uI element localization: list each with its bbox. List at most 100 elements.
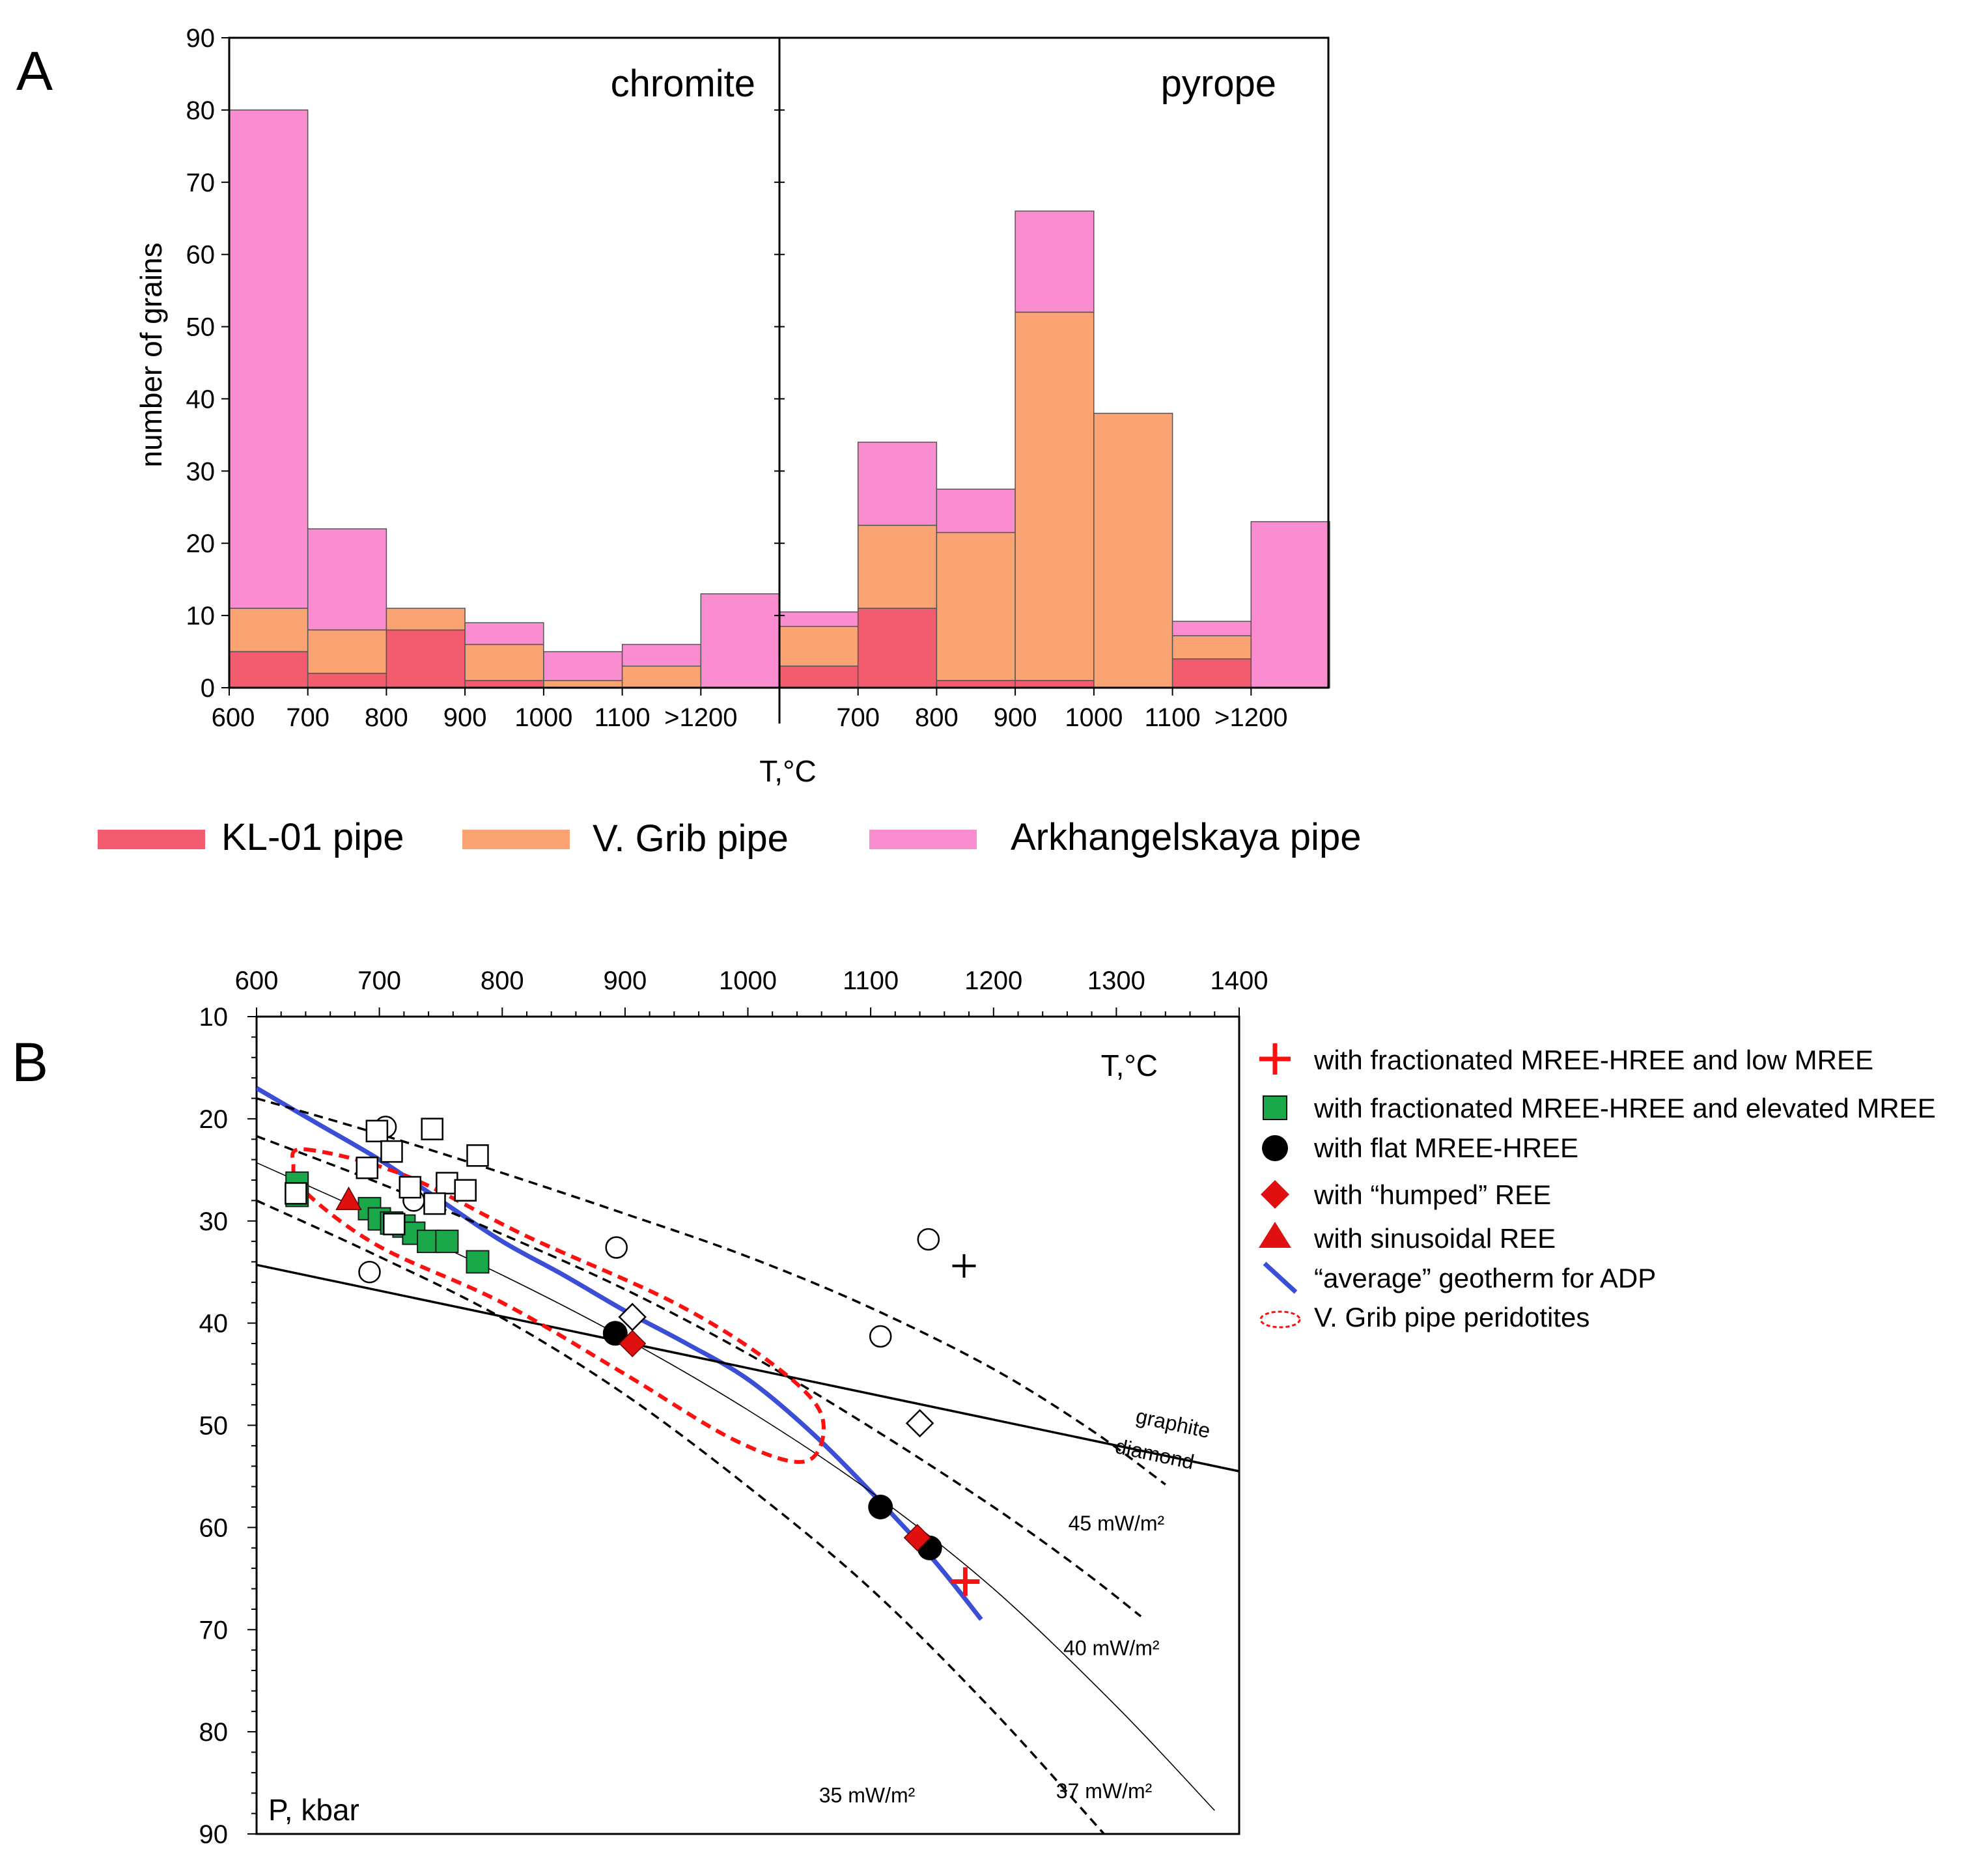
bar-pyrope-1000-s1 <box>1093 412 1173 688</box>
x-tick-label: 1100 <box>595 703 651 732</box>
panel-b-axes: 600 700 800 900 1000 1100 1200 1300 1400 10 20 30 40… <box>199 966 1268 1849</box>
x-tick-label: 600 <box>212 703 255 732</box>
x-tick-label: 900 <box>604 966 647 995</box>
point-diamond-3-1 <box>903 1524 931 1552</box>
bar-chromite-600-s0 <box>229 651 309 688</box>
legend-symbol-red-dashed-ellipse <box>1259 1310 1301 1329</box>
panel-b-lines <box>256 1086 1240 1834</box>
bar-chromite-800-s0 <box>385 629 466 688</box>
legend-label-kl01: KL-01 pipe <box>221 816 404 858</box>
bar-chromite-700-s2 <box>307 528 387 630</box>
legend-b-label-6: “average” geotherm for ADP <box>1314 1263 1656 1293</box>
legend-b-label-5: with sinusoidal REE <box>1313 1223 1556 1254</box>
panel-b-frame <box>255 1015 1240 1835</box>
panel-a-x-axis-title: T,°C <box>759 754 816 788</box>
y-tick-label: 60 <box>186 241 216 270</box>
x-tick-label: 1000 <box>719 966 777 995</box>
v-grib-peridotite-outline <box>290 1147 826 1464</box>
bar-pyrope-1100-s1 <box>1171 635 1252 660</box>
point-circle-2-0 <box>602 1321 628 1346</box>
panel-a-legend: KL-01 pipe V. Grib pipe Arkhangelskaya p… <box>98 816 1361 860</box>
bar-chromite-800-s1 <box>385 608 466 631</box>
point-open-diamond-7-0 <box>618 1303 647 1331</box>
legend-b-label-7: V. Grib pipe peridotites <box>1314 1302 1589 1332</box>
point-open-square-6-5 <box>399 1176 422 1199</box>
bar-pyrope-700-s0 <box>857 608 938 688</box>
bar-chromite-700-s0 <box>307 673 387 688</box>
x-tick-label: 1000 <box>514 703 572 732</box>
x-tick-label: 900 <box>443 703 487 732</box>
legend-swatch-vgrib <box>462 830 570 849</box>
bar-chromite-1100-s1 <box>621 665 702 688</box>
y-tick-label: 80 <box>199 1718 229 1747</box>
bar-chromite-1000-s2 <box>543 651 623 681</box>
bar-chromite-900-s0 <box>464 680 544 688</box>
panel-b-legend: with fractionated MREE-HREE and low MREE… <box>1259 1043 1936 1332</box>
x-tick-label: 600 <box>235 966 279 995</box>
point-open-circle-5-3 <box>605 1236 628 1259</box>
y-tick-label: 10 <box>199 1003 229 1032</box>
bar-chromite-600-s2 <box>229 109 309 609</box>
point-open-square-6-7 <box>454 1179 477 1202</box>
annotation-diamond: diamond <box>1113 1434 1197 1474</box>
x-tick-label: 1100 <box>1145 703 1201 732</box>
bar-chromite-700-s1 <box>307 629 387 674</box>
y-tick-label: 50 <box>199 1412 229 1441</box>
bar-chromite-1100-s2 <box>621 643 702 667</box>
bar-pyrope-1100-s2 <box>1171 621 1252 636</box>
point-plus-0-0 <box>951 1567 980 1596</box>
point-open-circle-5-4 <box>869 1325 892 1348</box>
line-40-mw-m2 <box>257 1134 1142 1618</box>
x-tick-label: 1400 <box>1211 966 1268 995</box>
line-graphite-diamond <box>256 1263 1240 1472</box>
y-tick-label: 0 <box>201 674 215 703</box>
bar-pyrope-1100-s0 <box>1171 658 1252 688</box>
panel-b-label: B <box>12 1032 48 1093</box>
point-open-square-6-8 <box>285 1182 307 1205</box>
bar-chromite-600-s1 <box>229 608 309 653</box>
bar-pyrope-900-s0 <box>1015 680 1095 688</box>
y-tick-label: 90 <box>199 1820 229 1849</box>
line-35-mw-m2 <box>257 1199 1105 1834</box>
point-triangle-4-0 <box>335 1186 362 1211</box>
legend-symbol-red-diamond <box>1261 1180 1289 1209</box>
point-open-diamond-7-1 <box>905 1409 934 1438</box>
panel-a-bars <box>229 109 1330 688</box>
point-open-circle-5-5 <box>917 1228 940 1251</box>
line-37-mw-m2 <box>257 1162 1215 1811</box>
legend-symbol-red-plus <box>1259 1043 1291 1075</box>
panel-a: 600 700 800 900 1000 1100 >1200 700 800 900 1000 11… <box>186 24 1330 732</box>
legend-b-label-3: with flat MREE-HREE <box>1313 1133 1578 1163</box>
point-open-square-6-6 <box>436 1172 458 1194</box>
point-open-square-6-3 <box>466 1144 489 1167</box>
bar-chromite-900-s1 <box>464 643 544 681</box>
annotation-37: 37 mW/m² <box>1056 1779 1153 1803</box>
legend-swatch-arkhangelskaya <box>869 830 977 849</box>
y-tick-label: 30 <box>199 1207 229 1236</box>
bar-pyrope-700-s1 <box>857 524 938 609</box>
point-open-square-6-2 <box>421 1118 443 1140</box>
bar-chromite-900-s2 <box>464 622 544 645</box>
bar-pyrope-900-s2 <box>1015 210 1095 313</box>
point-circle-2-1 <box>868 1495 893 1519</box>
legend-b-label-2: with fractionated MREE-HREE and elevated… <box>1313 1093 1936 1123</box>
panel-a-label: A <box>16 40 53 102</box>
legend-b-label-4: with “humped” REE <box>1313 1179 1551 1210</box>
bar-pyrope-gt1200-s2 <box>1250 521 1330 688</box>
x-tick-label: 1100 <box>843 966 899 995</box>
annotation-35: 35 mW/m² <box>819 1783 916 1807</box>
panel-b: 600 700 800 900 1000 1100 1200 1300 1400 10 20 30 40… <box>199 966 1268 1849</box>
bar-pyrope-600-s2 <box>779 611 859 627</box>
legend-symbol-green-square <box>1263 1095 1287 1120</box>
x-tick-label: 1200 <box>964 966 1022 995</box>
x-tick-label: 800 <box>915 703 959 732</box>
legend-symbol-blue-line <box>1263 1261 1298 1294</box>
bar-pyrope-800-s0 <box>936 680 1016 688</box>
panel-b-x-axis-title: T,°C <box>1101 1049 1158 1082</box>
point-plus-8-0 <box>952 1254 976 1278</box>
line-45-mw-m2 <box>257 1097 1166 1486</box>
x-tick-label: 800 <box>481 966 524 995</box>
y-tick-label: 40 <box>199 1310 229 1338</box>
panel-a-tick-labels: 600 700 800 900 1000 1100 >1200 700 800 900 1000 11… <box>186 24 1288 732</box>
